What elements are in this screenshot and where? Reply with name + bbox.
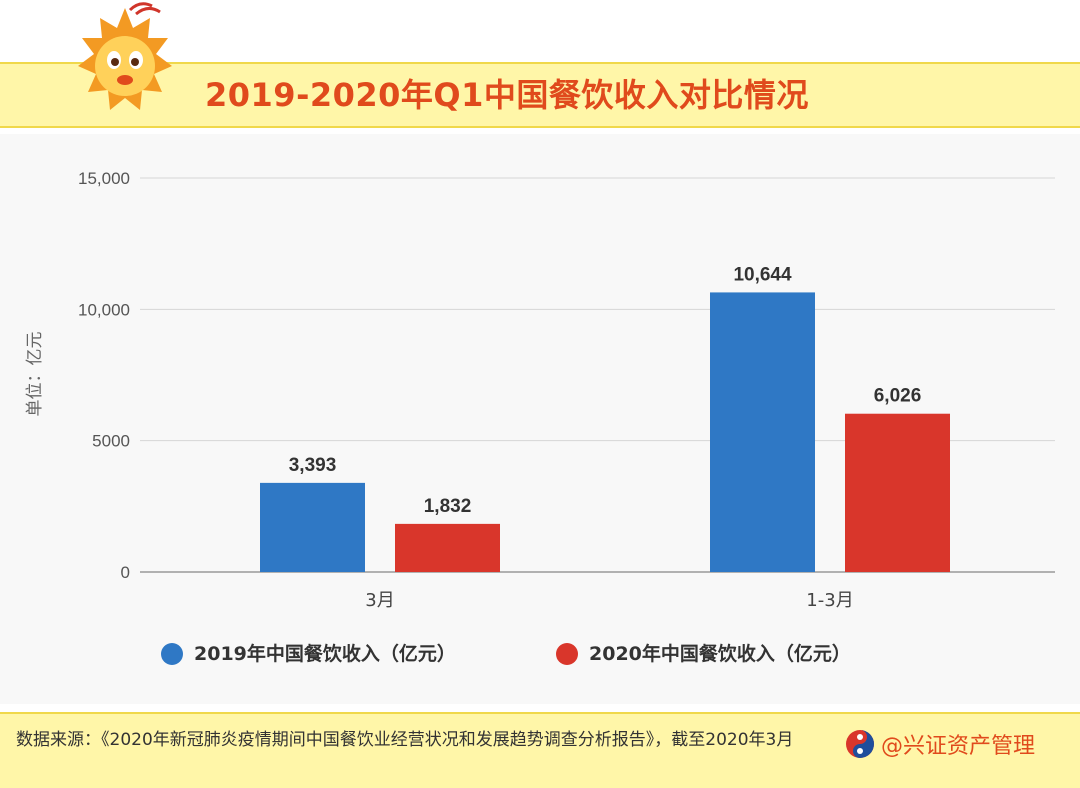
x-tick-label: 3月 xyxy=(365,590,394,611)
bar xyxy=(845,413,950,572)
y-tick-label: 5000 xyxy=(92,432,130,451)
y-tick-label: 15,000 xyxy=(78,169,130,188)
bar xyxy=(260,482,365,572)
chart-area: 0 5000 10,000 15,000 单位：亿元 3,393 1,832 3月 10,644… xyxy=(0,134,1080,704)
brand-logo-icon xyxy=(846,730,874,758)
credit: @兴证资产管理 xyxy=(845,728,1035,760)
y-tick-label: 0 xyxy=(121,563,130,582)
footer-bar xyxy=(0,712,1080,788)
data-label: 6,026 xyxy=(874,386,922,407)
data-label: 1,832 xyxy=(424,496,472,517)
x-tick-label: 1-3月 xyxy=(806,590,853,611)
legend-label: 2019年中国餐饮收入（亿元） xyxy=(194,642,456,665)
chart-title: 2019-2020年Q1中国餐饮收入对比情况 xyxy=(205,76,809,114)
bar xyxy=(710,292,815,572)
title-banner xyxy=(0,62,1080,128)
legend-label: 2020年中国餐饮收入（亿元） xyxy=(589,642,851,665)
bar xyxy=(395,523,500,572)
legend-marker xyxy=(556,643,578,665)
data-label: 10,644 xyxy=(733,264,792,285)
legend-marker xyxy=(161,643,183,665)
lion-mascot-icon xyxy=(78,2,172,110)
y-tick-label: 10,000 xyxy=(78,300,130,319)
y-axis-label: 单位：亿元 xyxy=(25,332,45,417)
data-label: 3,393 xyxy=(289,455,337,476)
bar-chart: 0 5000 10,000 15,000 单位：亿元 3,393 1,832 3月 10,644… xyxy=(25,169,1055,665)
credit-text: @兴证资产管理 xyxy=(881,734,1036,759)
data-source-note: 数据来源：《2020年新冠肺炎疫情期间中国餐饮业经营状况和发展趋势调查分析报告》… xyxy=(16,730,794,750)
